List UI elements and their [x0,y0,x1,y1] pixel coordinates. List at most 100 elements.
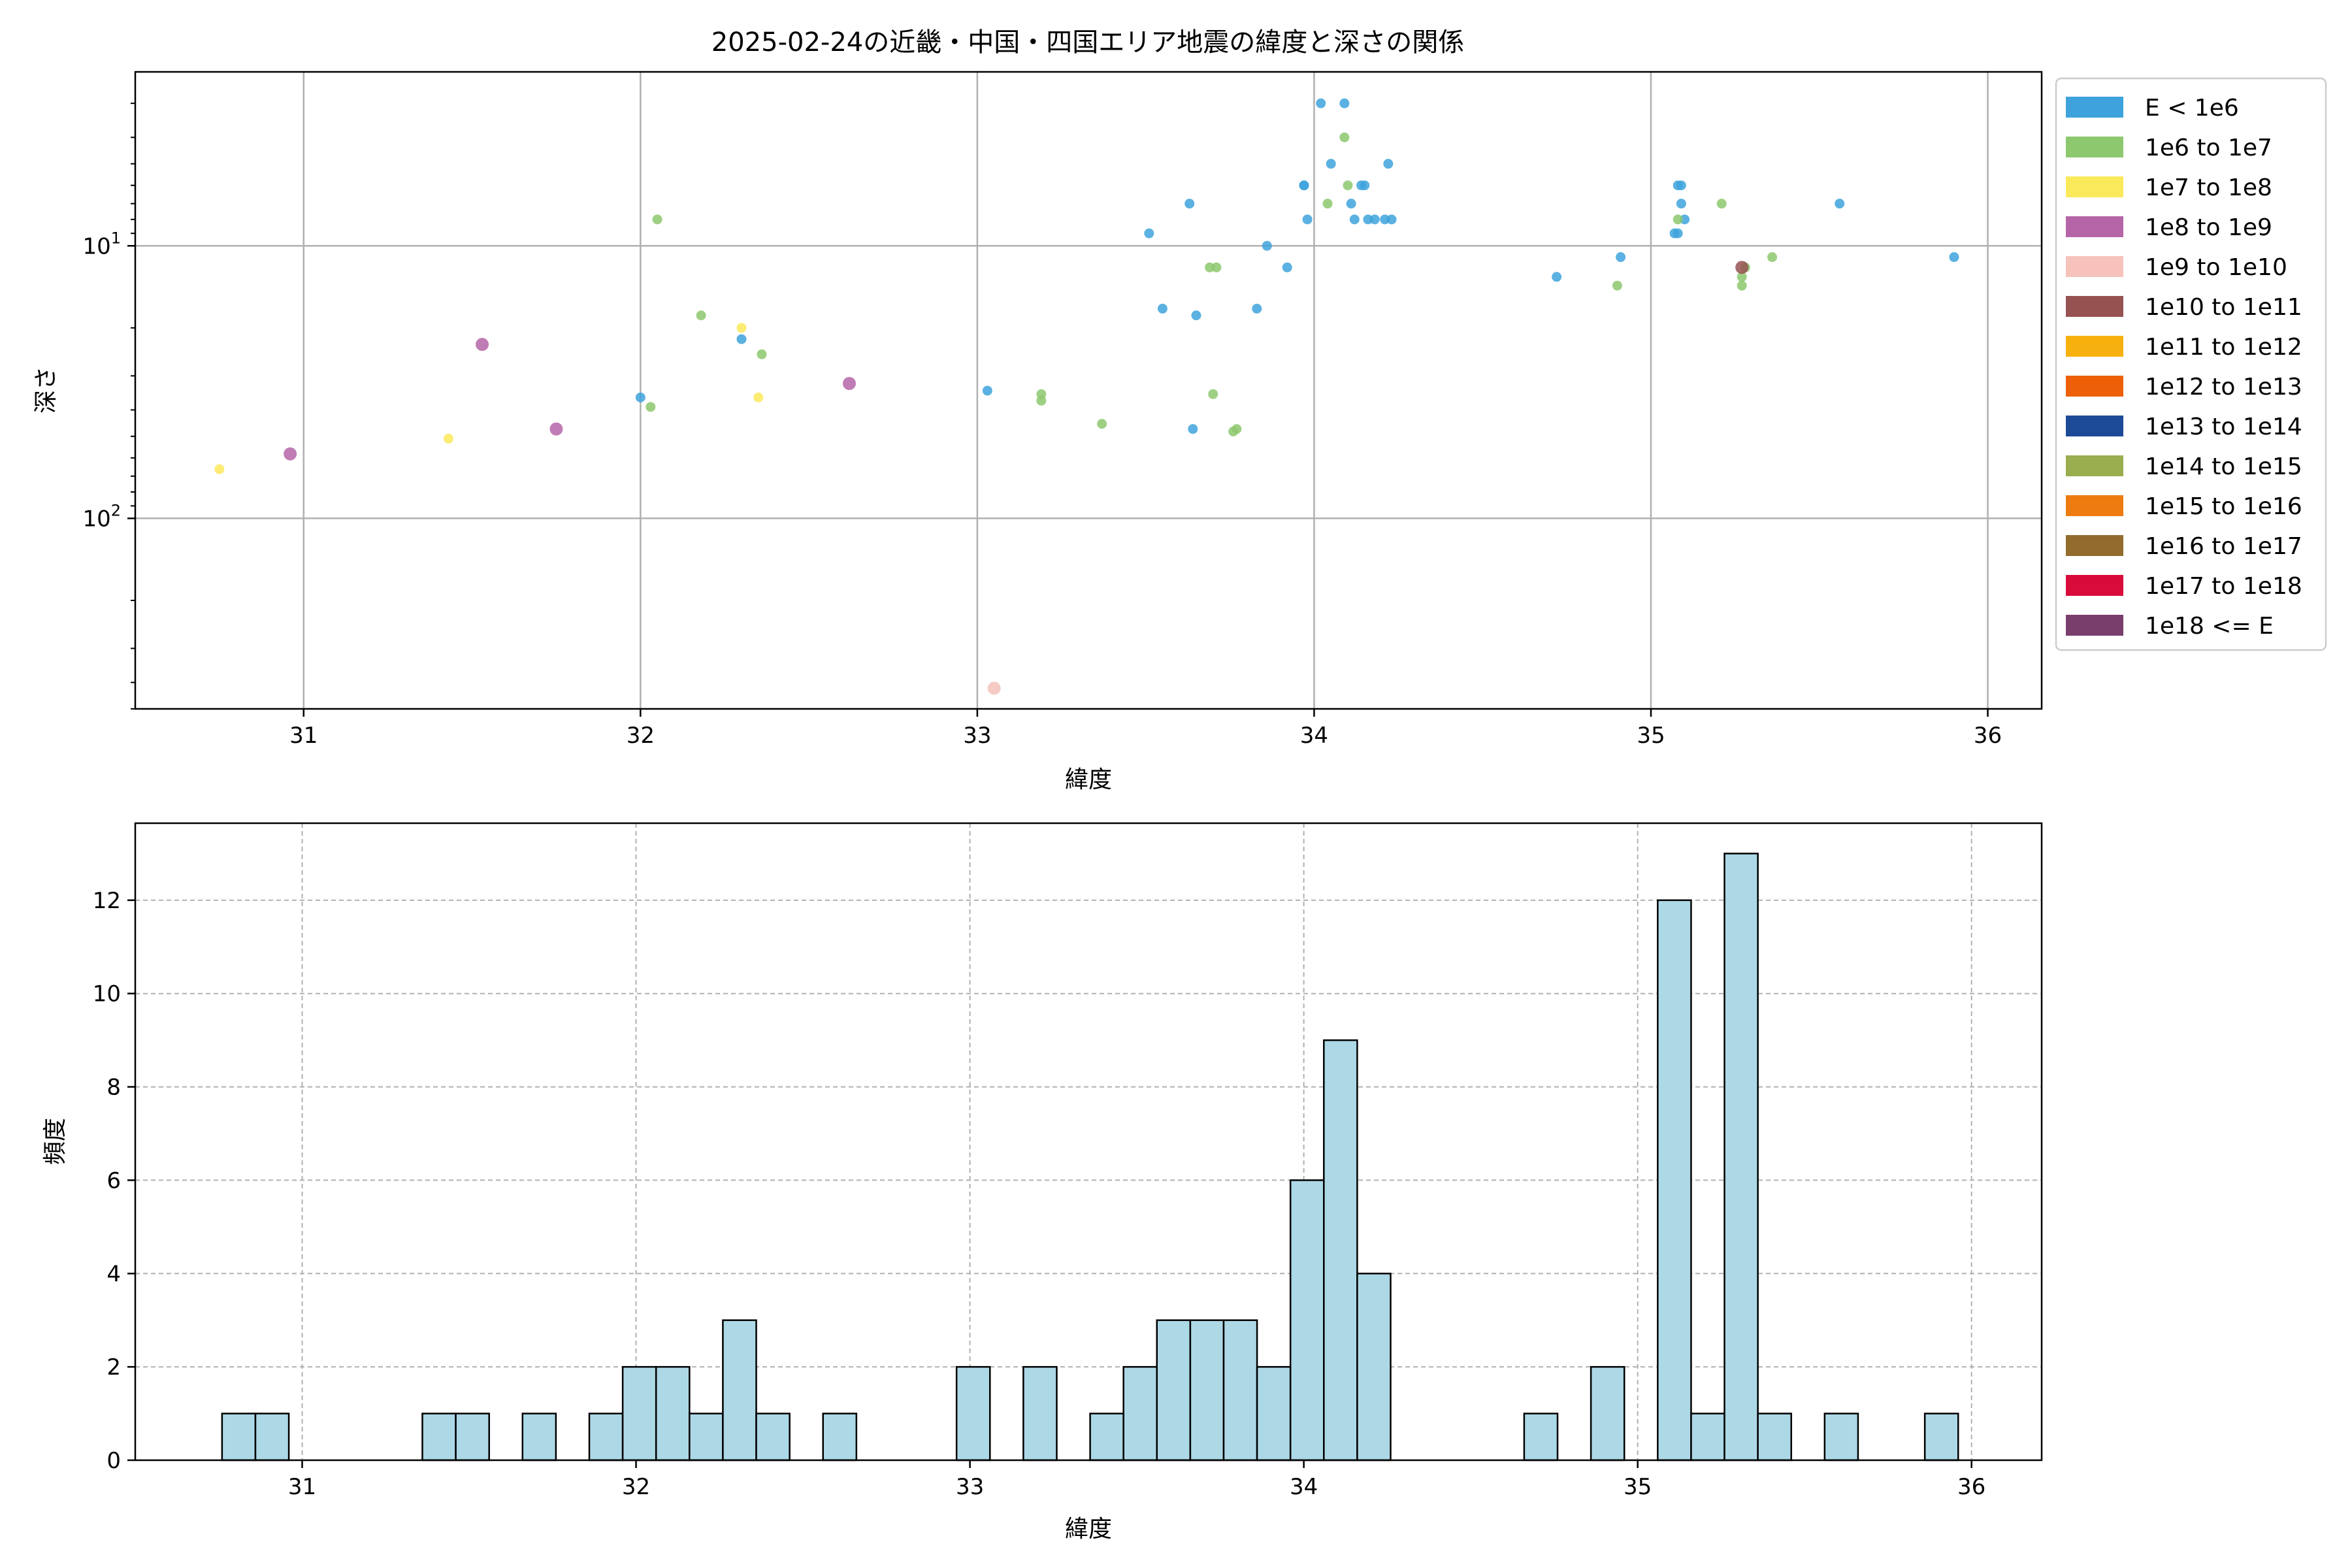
histogram-x-tick-label: 33 [956,1474,984,1500]
histogram-bar [1122,1365,1158,1462]
histogram-x-tick-label: 32 [622,1474,650,1500]
scatter-point [1097,419,1107,429]
scatter-x-tick-label: 36 [1974,723,2002,749]
histogram-bar [1323,1039,1358,1462]
histogram-x-tick-label: 34 [1290,1474,1318,1500]
scatter-point [1676,199,1686,209]
scatter-point [1326,159,1336,169]
scatter-point [645,402,656,412]
histogram-y-tick-label: 0 [106,1448,121,1474]
scatter-point [1716,199,1727,209]
histogram-plot-frame [134,822,2043,1462]
scatter-point [1144,228,1154,238]
histogram-x-axis-label: 緯度 [1065,1516,1112,1543]
histogram-x-tick-label: 31 [288,1474,316,1500]
scatter-point [652,214,662,225]
scatter-point [635,392,645,402]
scatter-point [1383,159,1394,169]
scatter-point [1767,252,1778,263]
scatter-point [696,310,706,321]
scatter-point [1737,280,1747,291]
legend-swatch [2066,137,2123,157]
legend-swatch [2066,495,2123,516]
scatter-point [1360,180,1370,191]
histogram-y-tick-label: 12 [93,888,121,914]
histogram-bar [655,1365,691,1462]
histogram-bar [822,1413,858,1462]
scatter-y-tick-label: 102 [82,501,121,532]
histogram-bar [1222,1319,1258,1462]
scatter-y-tick-label: 101 [82,229,121,259]
histogram-bar [755,1413,791,1462]
scatter-point [1949,252,1959,263]
histogram-y-tick-label: 8 [106,1075,121,1101]
legend-label: 1e7 to 1e8 [2145,174,2272,201]
scatter-point [1282,262,1292,272]
scatter-point [982,385,992,396]
histogram-bar [1657,899,1692,1462]
histogram-bar [1757,1413,1792,1462]
scatter-plot-frame [134,71,2043,710]
scatter-point [1188,424,1198,434]
scatter-point [753,392,764,402]
scatter-point [1673,214,1683,225]
scatter-point [1552,272,1562,282]
scatter-point [1616,252,1626,263]
legend-label: 1e6 to 1e7 [2145,135,2272,161]
scatter-x-tick-label: 31 [289,723,318,749]
scatter-point [1157,303,1168,314]
scatter-point [1346,199,1356,209]
legend-label: 1e12 to 1e13 [2145,374,2302,400]
scatter-point [1322,199,1333,209]
histogram-bar [1690,1413,1725,1462]
scatter-point [1386,214,1397,225]
scatter-point [443,433,453,444]
scatter-point [987,681,1001,695]
scatter-point [1339,132,1350,142]
scatter-x-axis-label: 緯度 [1065,766,1112,793]
scatter-point [736,323,747,333]
legend-label: 1e9 to 1e10 [2145,254,2287,281]
scatter-point [1262,240,1272,251]
histogram-bar [621,1365,657,1462]
scatter-x-tick-label: 34 [1300,723,1328,749]
scatter-point [1211,262,1222,272]
scatter-grid [135,72,2042,709]
scatter-point [1302,214,1313,225]
scatter-x-tick-label: 32 [627,723,655,749]
histogram-bar [1022,1365,1058,1462]
legend-swatch [2066,575,2123,596]
scatter-point [476,338,489,351]
histogram-bar [254,1413,290,1462]
legend-label: 1e17 to 1e18 [2145,573,2302,600]
histogram-bar [221,1413,257,1462]
scatter-point [1184,199,1195,209]
scatter-point [1735,261,1749,274]
scatter-point [1676,180,1686,191]
histogram-bar [1723,853,1759,1462]
histogram-bars [221,853,1959,1462]
histogram-x-tick-label: 36 [1957,1474,1985,1500]
scatter-x-tick-label: 35 [1637,723,1665,749]
histogram-x-tick-label: 35 [1624,1474,1652,1500]
legend-swatch [2066,216,2123,237]
legend-label: 1e16 to 1e17 [2145,533,2302,560]
legend-label: 1e14 to 1e15 [2145,453,2302,480]
legend-swatch [2066,296,2123,317]
scatter-legend: E < 1e6 1e6 to 1e7 1e7 to 1e8 1e8 to 1e9 1e9… [2055,77,2327,651]
legend-swatch [2066,455,2123,476]
scatter-axis-ticks: 31 32 33 34 35 36 101 102 [82,103,2002,749]
scatter-point [1349,214,1360,225]
scatter-point [736,334,747,344]
scatter-point [757,349,767,359]
legend-swatch [2066,97,2123,118]
scatter-y-axis-label: 深さ [33,367,59,414]
scatter-point [549,422,563,436]
histogram-bar [1189,1319,1225,1462]
scatter-point [1252,303,1262,314]
scatter-point [1232,424,1242,434]
legend-swatch [2066,376,2123,397]
scatter-point [1299,180,1309,191]
scatter-point [1680,214,1690,225]
histogram-bar [689,1413,724,1462]
